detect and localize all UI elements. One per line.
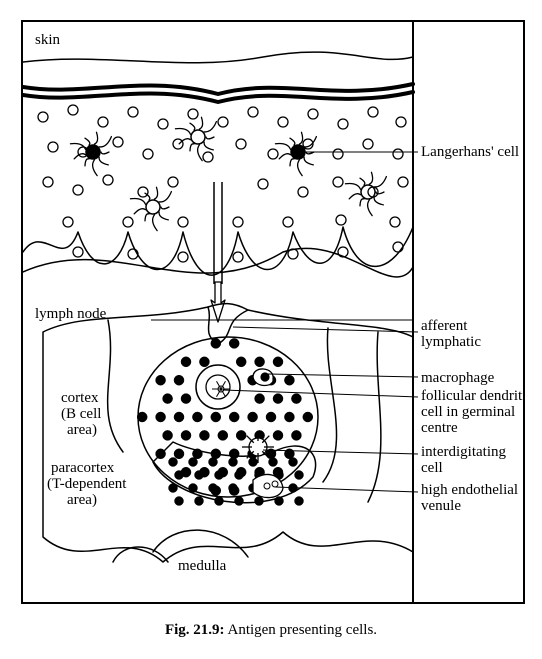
svg-text:interdigitating: interdigitating	[421, 444, 506, 460]
svg-text:lymphatic: lymphatic	[421, 334, 481, 350]
svg-text:high endothelial: high endothelial	[421, 482, 518, 498]
svg-text:afferent: afferent	[421, 318, 468, 334]
svg-text:centre: centre	[421, 420, 458, 436]
svg-text:follicular dendritic: follicular dendritic	[421, 388, 523, 404]
figure-title: Antigen presenting cells.	[227, 622, 377, 638]
svg-text:lymph node: lymph node	[35, 306, 107, 322]
svg-text:cortex: cortex	[61, 390, 99, 406]
svg-text:area): area)	[67, 422, 97, 438]
svg-text:Langerhans' cell: Langerhans' cell	[421, 144, 519, 160]
svg-text:macrophage: macrophage	[421, 370, 495, 386]
svg-text:(B cell: (B cell	[61, 406, 101, 422]
diagram-svg: skincortex(B cellarea)paracortex(T-depen…	[23, 22, 523, 602]
figure-number: Fig. 21.9:	[165, 622, 225, 638]
svg-text:skin: skin	[35, 32, 61, 48]
svg-text:cell: cell	[421, 460, 443, 476]
svg-text:(T-dependent: (T-dependent	[47, 476, 127, 492]
svg-text:cell in germinal: cell in germinal	[421, 404, 515, 420]
diagram-frame: skincortex(B cellarea)paracortex(T-depen…	[21, 20, 525, 604]
svg-text:paracortex: paracortex	[51, 460, 115, 476]
figure-container: skincortex(B cellarea)paracortex(T-depen…	[21, 20, 521, 639]
svg-text:area): area)	[67, 492, 97, 508]
figure-caption: Fig. 21.9: Antigen presenting cells.	[21, 622, 521, 639]
svg-text:medulla: medulla	[178, 558, 227, 574]
svg-text:venule: venule	[421, 498, 461, 514]
